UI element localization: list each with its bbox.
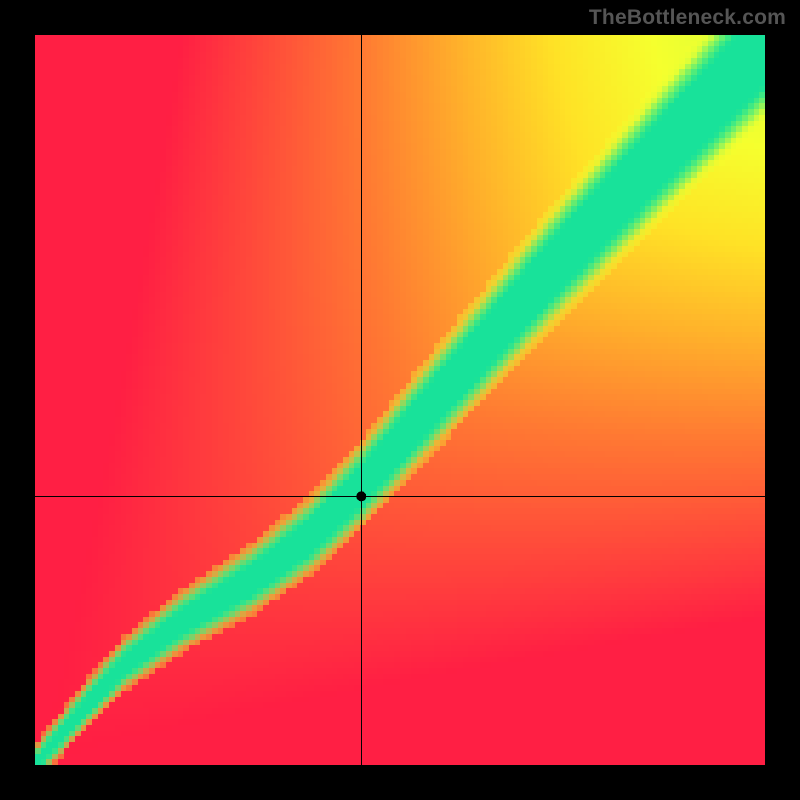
crosshair-overlay: [35, 35, 765, 765]
chart-frame: TheBottleneck.com: [0, 0, 800, 800]
watermark-text: TheBottleneck.com: [589, 6, 786, 30]
crosshair-dot: [356, 491, 366, 501]
